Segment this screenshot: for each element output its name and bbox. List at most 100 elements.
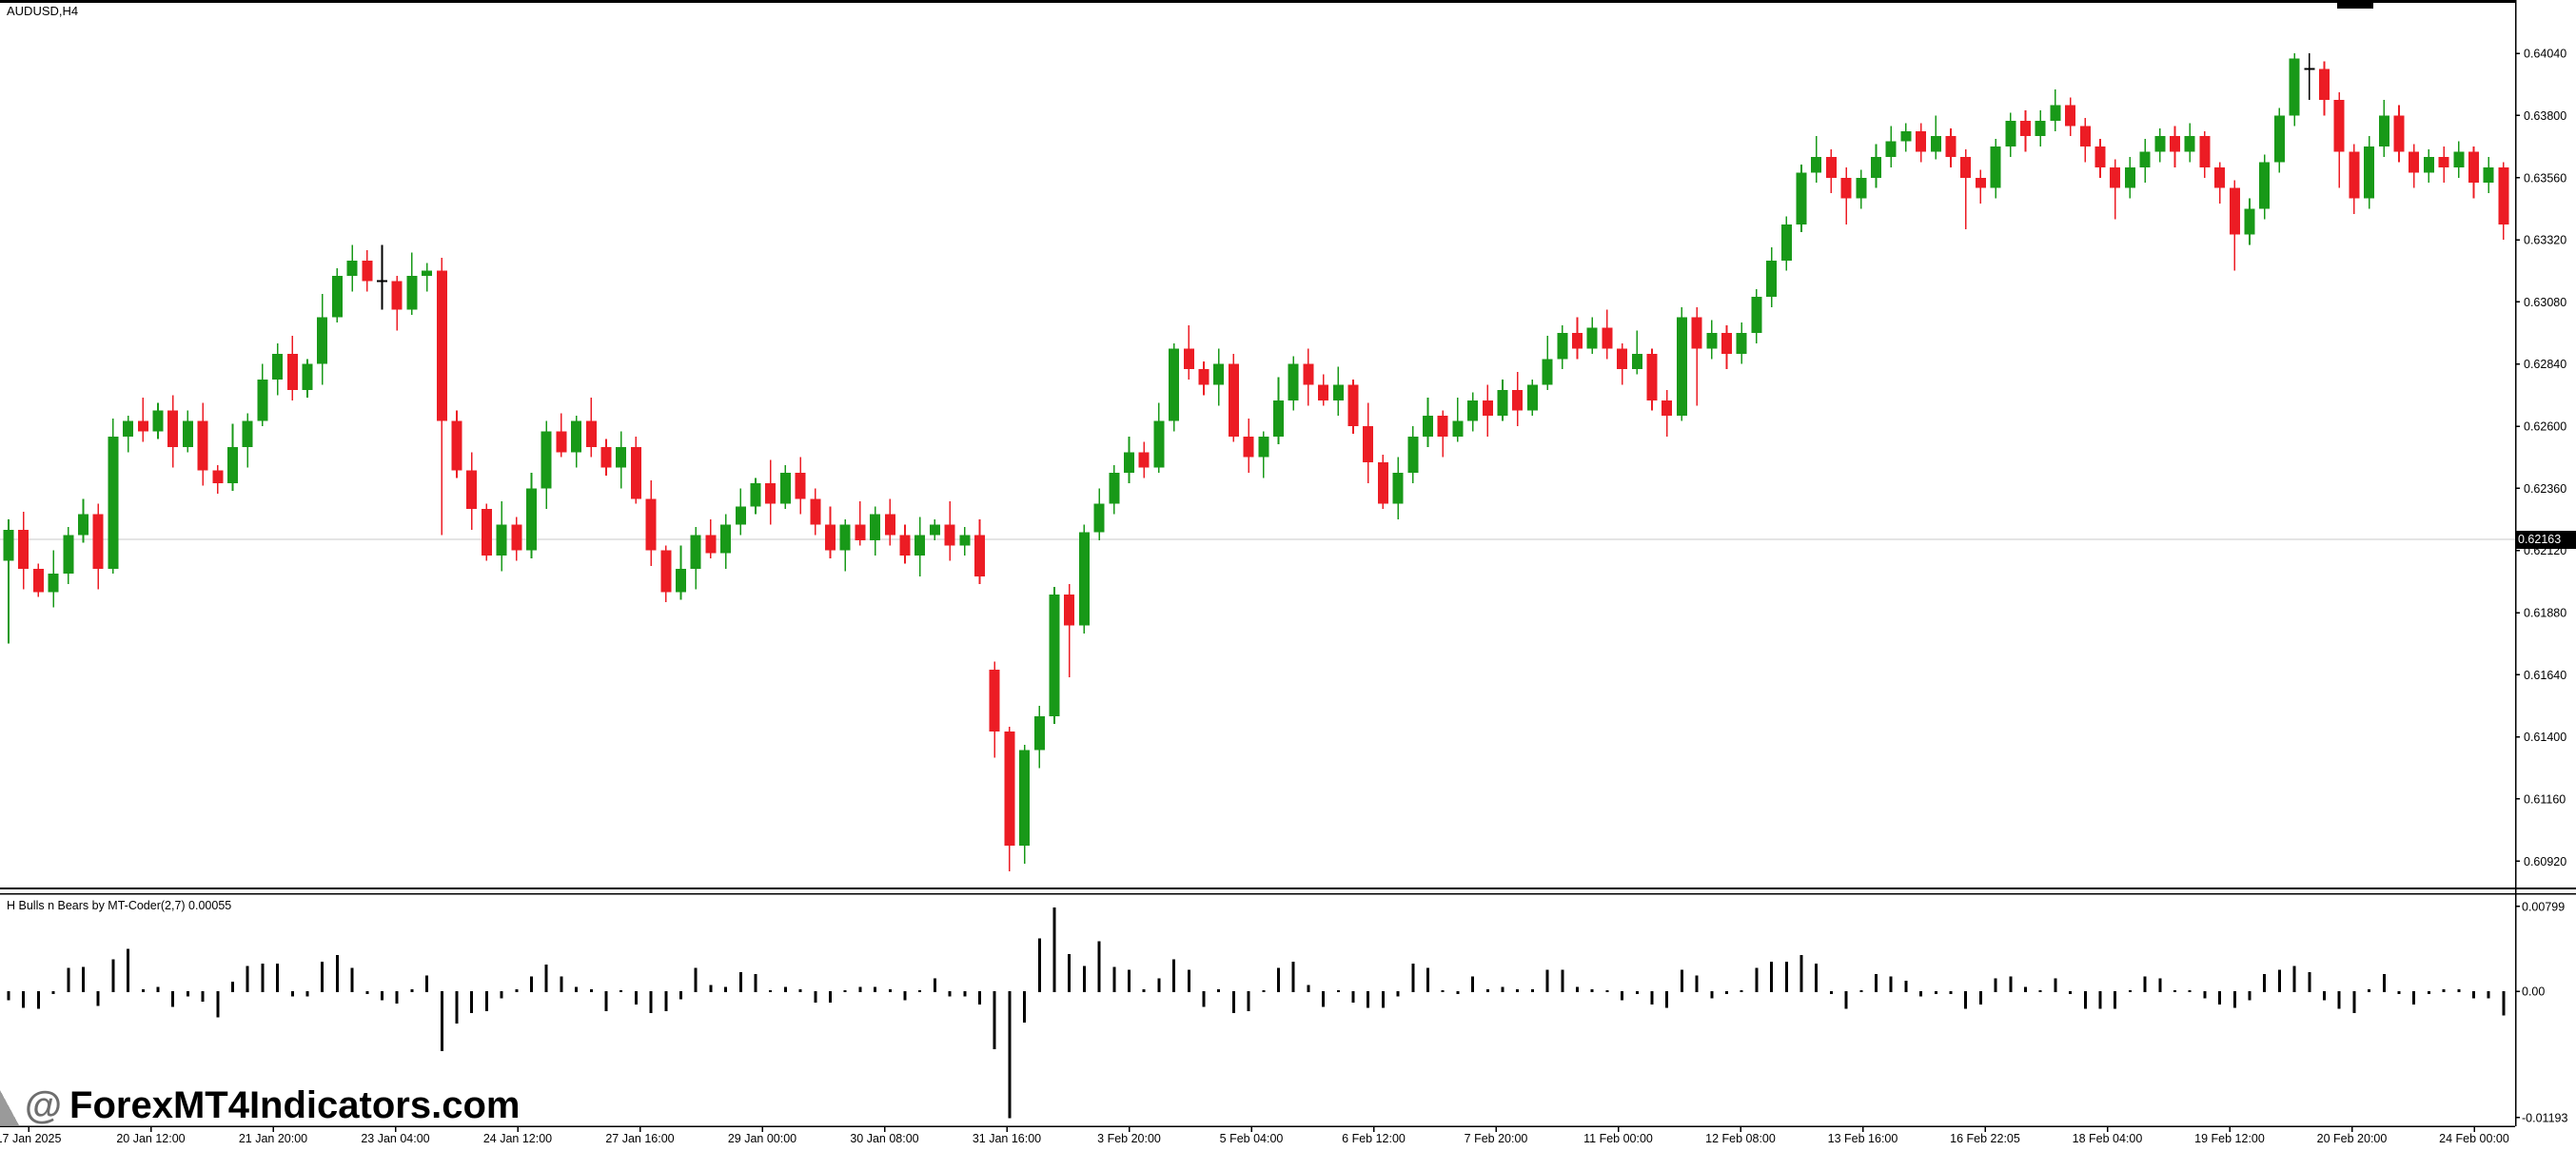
time-axis-label: 5 Feb 04:00	[1220, 1132, 1284, 1145]
candle-body	[1766, 260, 1778, 297]
candle-body	[3, 529, 14, 561]
candle-body	[317, 317, 328, 364]
candle-body	[481, 509, 492, 556]
candle-body	[2244, 208, 2255, 235]
candle-body	[2453, 151, 2465, 167]
candle-body	[1033, 715, 1045, 751]
candle-body	[676, 568, 686, 593]
candle-body	[436, 270, 447, 421]
candle-body	[123, 420, 134, 437]
candle-body	[2273, 115, 2285, 163]
candle-body	[541, 431, 552, 489]
price-axis-label: 0.61160	[2524, 792, 2566, 806]
candle-body	[571, 420, 582, 453]
candle-body	[2199, 136, 2211, 167]
candle-body	[1407, 436, 1419, 474]
candle-body	[779, 473, 791, 504]
candle-body	[1512, 389, 1524, 411]
candles-layer	[3, 53, 2509, 872]
candle-body	[810, 498, 821, 525]
time-axis-label: 16 Feb 22:05	[1950, 1132, 2020, 1145]
price-axis-label: 0.63080	[2524, 296, 2566, 309]
time-axis-label: 11 Feb 00:00	[1583, 1132, 1653, 1145]
candle-body	[1871, 156, 1881, 178]
candle-body	[1049, 594, 1060, 716]
candle-body	[959, 535, 971, 546]
candle-body	[92, 514, 104, 569]
time-axis-area[interactable]	[0, 1127, 2576, 1151]
candle-body	[1109, 473, 1120, 504]
candle-body	[2364, 146, 2375, 199]
candle-body	[1124, 452, 1134, 474]
candle-body	[1183, 348, 1194, 370]
candle-body	[1363, 426, 1374, 463]
candle-body	[227, 446, 238, 483]
candle-body	[1437, 416, 1448, 437]
candle-body	[1856, 177, 1867, 199]
watermark: @ ForexMT4Indicators.com	[25, 1084, 520, 1127]
candle-body	[1916, 130, 1927, 152]
price-axis-label: 0.61400	[2524, 731, 2566, 744]
candle-body	[1586, 327, 1598, 349]
price-axis-label: 0.63560	[2524, 171, 2566, 185]
candle-body	[422, 270, 433, 277]
candle-body	[1975, 177, 1986, 188]
time-axis-label: 24 Feb 00:00	[2439, 1132, 2509, 1145]
candle-body	[2289, 58, 2300, 116]
candle-body	[167, 410, 179, 447]
price-axis-label: 0.60920	[2524, 855, 2566, 868]
candle-body	[765, 482, 777, 504]
candle-body	[974, 535, 985, 576]
candle-body	[511, 524, 522, 551]
watermark-at-sign: @	[25, 1084, 63, 1126]
current-price-badge: 0.62163	[2515, 531, 2576, 549]
candle-body	[1019, 750, 1031, 846]
candle-body	[1004, 732, 1015, 846]
candle-body	[660, 550, 672, 593]
candle-body	[825, 524, 836, 551]
candle-body	[257, 380, 268, 421]
candle-body	[346, 260, 358, 277]
candle-body	[1780, 224, 1792, 261]
price-axis-labels: 0.64040 0.63800 0.63560 0.63320 0.63080 0.628…	[2515, 48, 2566, 868]
candle-body	[1691, 317, 1702, 349]
indicator-axis-label: 0.00	[2522, 985, 2545, 999]
price-axis-area[interactable]	[2516, 0, 2576, 1126]
time-axis-label: 6 Feb 12:00	[1342, 1132, 1406, 1145]
time-axis-label: 27 Jan 16:00	[605, 1132, 674, 1145]
candle-body	[451, 420, 462, 471]
candle-body	[1646, 353, 1658, 400]
scrollbar-thumb[interactable]	[2337, 0, 2373, 9]
candle-body	[1900, 130, 1912, 142]
candle-body	[1662, 400, 1673, 417]
candle-body	[1557, 333, 1568, 360]
candle-body	[1318, 384, 1329, 400]
candle-body	[108, 436, 119, 569]
time-axis-label: 30 Jan 08:00	[850, 1132, 918, 1145]
candle-body	[1392, 473, 1404, 504]
candle-body	[2154, 136, 2166, 152]
time-axis-label: 29 Jan 00:00	[728, 1132, 796, 1145]
candle-body	[2378, 115, 2389, 147]
candle-body	[1093, 503, 1105, 533]
candle-body	[2184, 136, 2195, 152]
candle-body	[1423, 416, 1433, 437]
candle-body	[989, 669, 1000, 732]
candle-body	[720, 524, 732, 554]
candle-body	[2319, 68, 2330, 101]
price-pane-surface[interactable]	[0, 2, 2515, 888]
candle-body	[1078, 532, 1090, 626]
candle-body	[1736, 333, 1747, 354]
candle-body	[2050, 105, 2061, 121]
time-axis-label: 21 Jan 20:00	[239, 1132, 307, 1145]
candle-body	[2423, 156, 2434, 173]
time-axis-label: 20 Feb 20:00	[2317, 1132, 2388, 1145]
candle-body	[600, 446, 612, 468]
candle-body	[1572, 333, 1583, 349]
candle-body	[2349, 151, 2360, 199]
time-axis-label: 18 Feb 04:00	[2073, 1132, 2143, 1145]
candle-body	[2079, 126, 2091, 147]
candle-body	[2124, 166, 2135, 188]
